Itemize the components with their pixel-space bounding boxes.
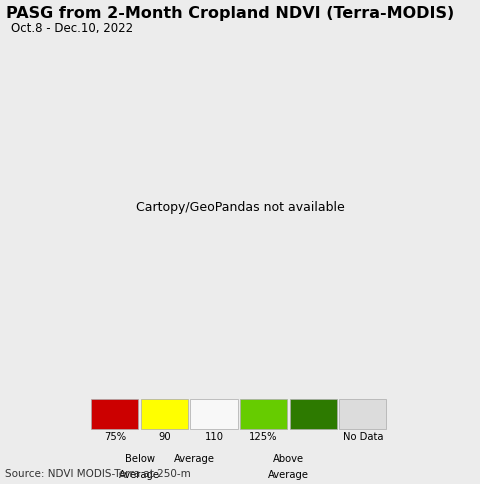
Text: 90: 90 xyxy=(158,431,171,441)
Text: Average: Average xyxy=(173,453,215,463)
Text: PASG from 2-Month Cropland NDVI (Terra-MODIS): PASG from 2-Month Cropland NDVI (Terra-M… xyxy=(6,6,454,21)
Bar xyxy=(141,399,188,429)
Bar xyxy=(191,399,238,429)
Text: 110: 110 xyxy=(204,431,224,441)
Bar xyxy=(339,399,386,429)
Text: Below: Below xyxy=(125,453,155,463)
Text: Cartopy/GeoPandas not available: Cartopy/GeoPandas not available xyxy=(136,200,344,213)
Bar xyxy=(289,399,337,429)
Bar xyxy=(91,399,138,429)
Text: Average: Average xyxy=(119,469,160,479)
Text: Above: Above xyxy=(273,453,304,463)
Text: Average: Average xyxy=(268,469,309,479)
Bar xyxy=(240,399,287,429)
Text: 125%: 125% xyxy=(249,431,278,441)
Text: 75%: 75% xyxy=(104,431,126,441)
Text: Source: NDVI MODIS-Terra at 250-m: Source: NDVI MODIS-Terra at 250-m xyxy=(5,469,191,478)
Text: No Data: No Data xyxy=(343,431,383,441)
Text: Oct.8 - Dec.10, 2022: Oct.8 - Dec.10, 2022 xyxy=(11,22,132,35)
